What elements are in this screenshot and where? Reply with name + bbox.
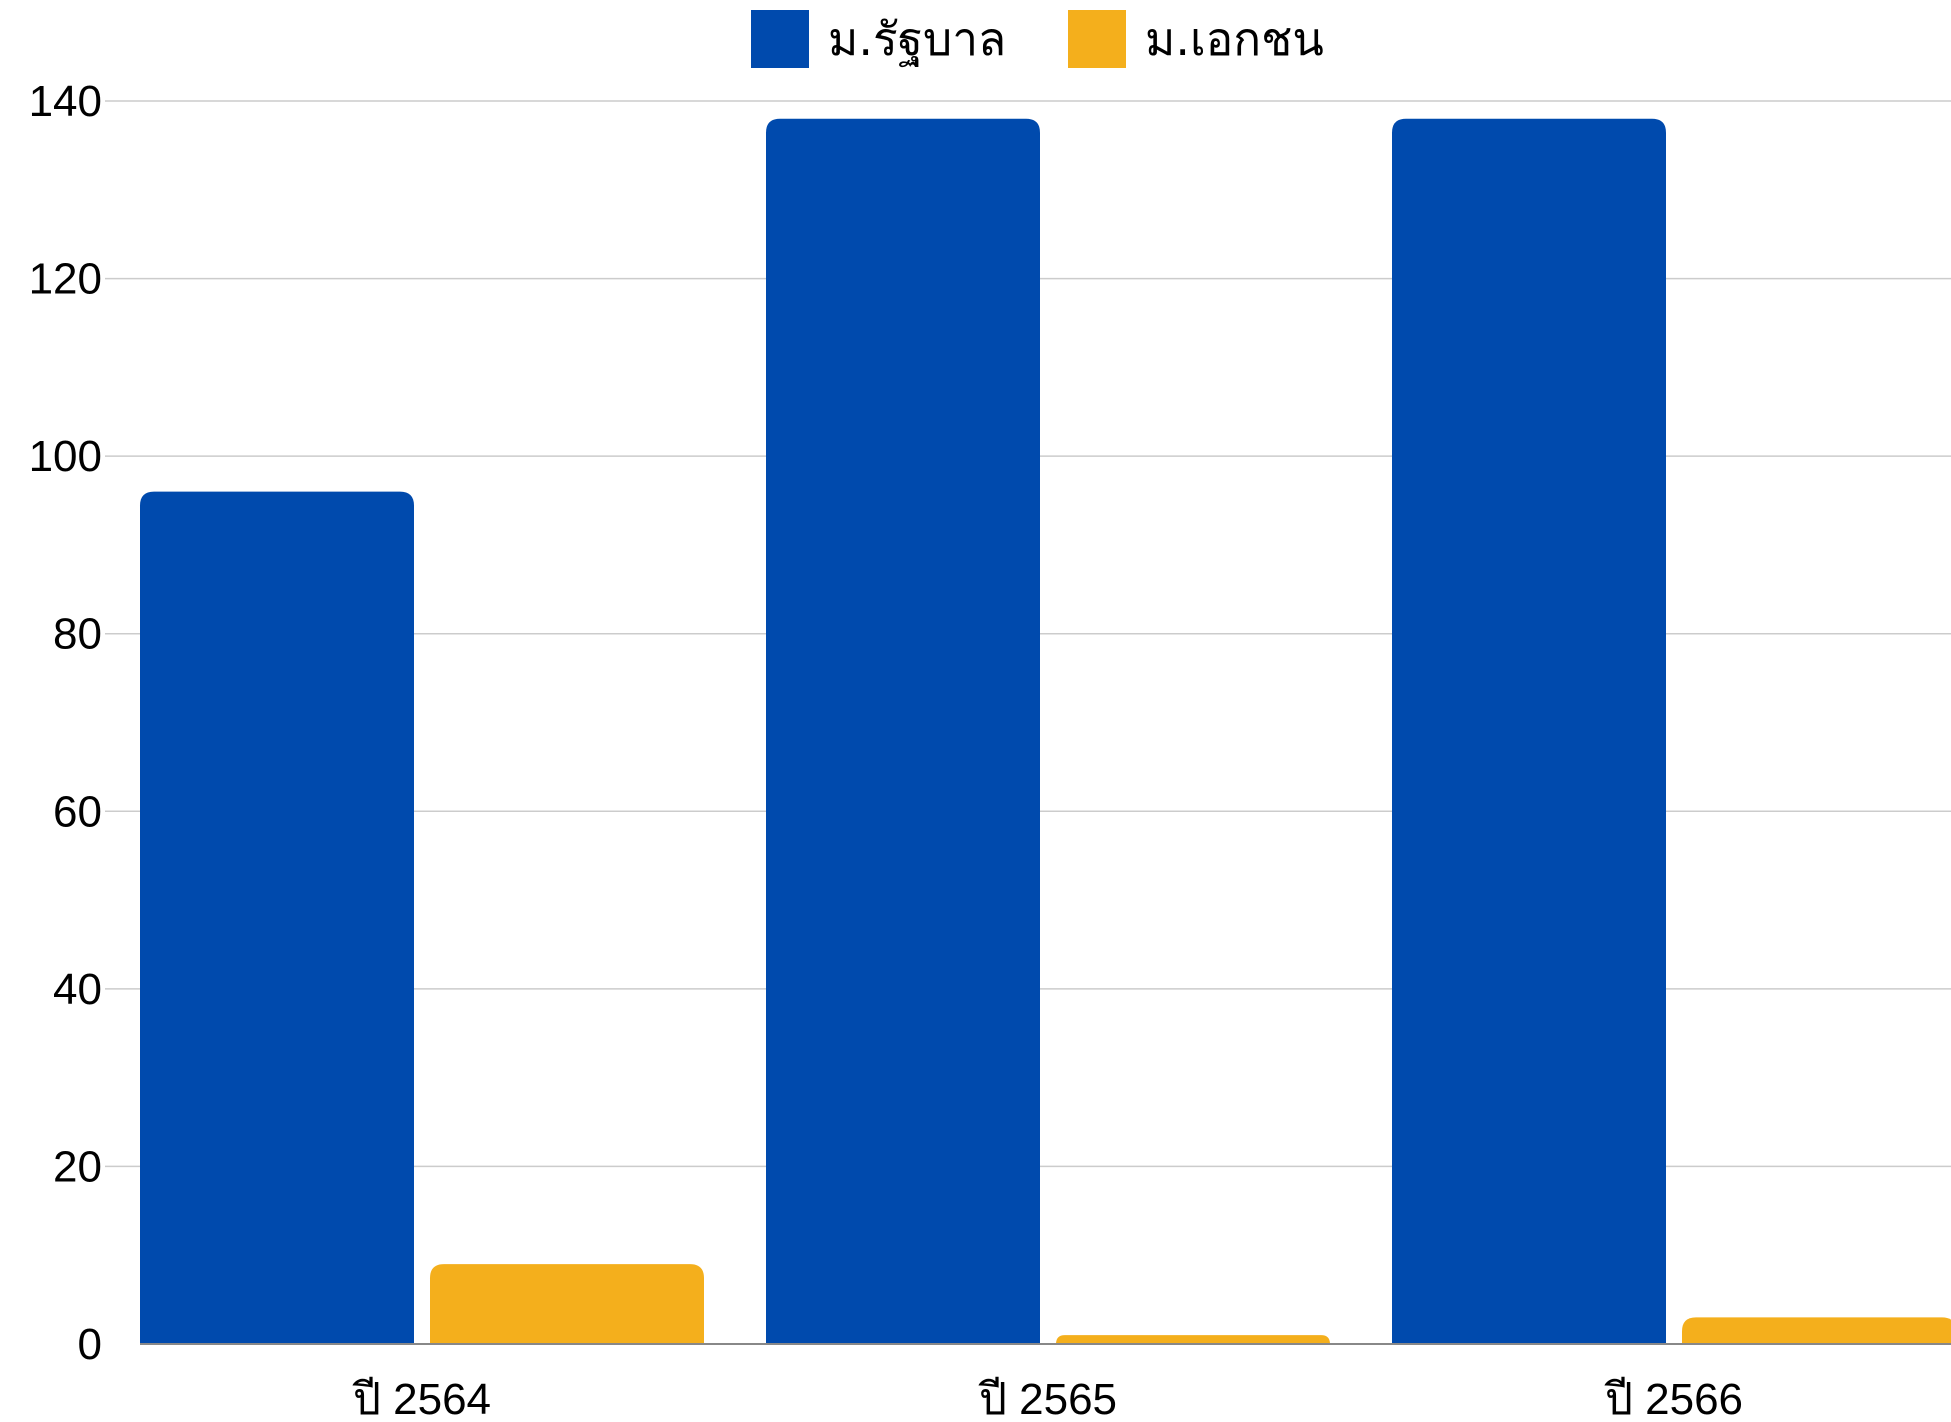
x-tick-label: ปี 2564 xyxy=(352,1375,491,1422)
y-tick-label: 20 xyxy=(53,1142,102,1191)
bar-private-0 xyxy=(430,1264,704,1344)
y-tick-label: 140 xyxy=(29,77,102,126)
bar-private-2 xyxy=(1682,1317,1951,1344)
legend-label: ม.เอกชน xyxy=(1145,12,1324,66)
legend: ม.รัฐบาล ม.เอกชน xyxy=(751,10,1324,68)
bar-government-0 xyxy=(140,491,414,1345)
y-tick-label: 100 xyxy=(29,432,102,481)
x-axis-tick-labels: ปี 2564 ปี 2565 ปี 2566 xyxy=(352,1375,1743,1422)
y-tick-label: 120 xyxy=(29,255,102,304)
bar-government-1 xyxy=(766,118,1040,1345)
y-tick-label: 60 xyxy=(53,787,102,836)
legend-label: ม.รัฐบาล xyxy=(828,12,1006,67)
bar-government-2 xyxy=(1392,118,1666,1345)
legend-swatch xyxy=(751,10,809,68)
x-tick-label: ปี 2565 xyxy=(978,1375,1117,1422)
y-axis-tick-labels: 0 20 40 60 80 100 120 140 xyxy=(29,77,102,1369)
y-tick-label: 40 xyxy=(53,965,102,1014)
bars xyxy=(140,118,1951,1345)
legend-swatch xyxy=(1068,10,1126,68)
y-tick-label: 80 xyxy=(53,610,102,659)
bar-private-1 xyxy=(1056,1335,1330,1344)
y-tick-label: 0 xyxy=(78,1320,102,1369)
x-tick-label: ปี 2566 xyxy=(1604,1375,1743,1422)
